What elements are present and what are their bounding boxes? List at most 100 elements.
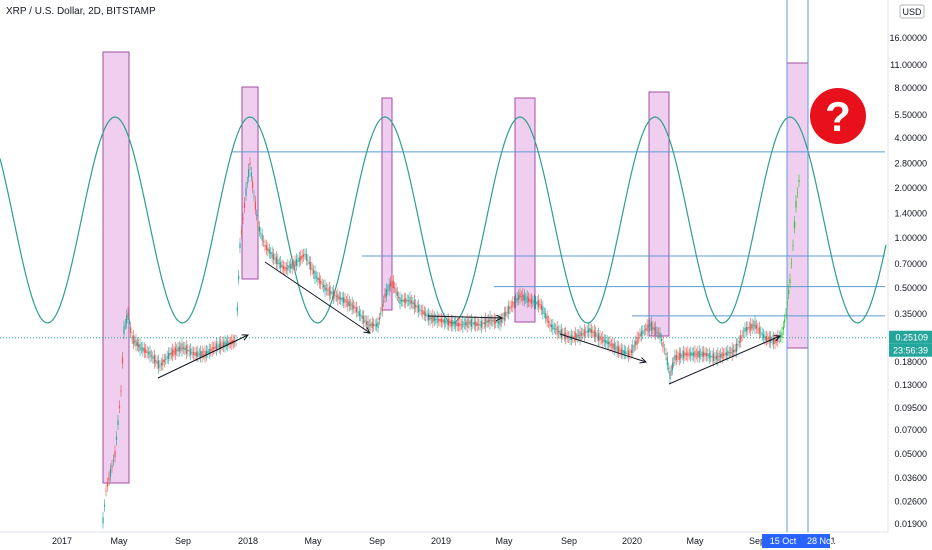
candle-body — [294, 260, 296, 267]
candle-body — [792, 245, 794, 247]
crosshair-date-badge-2 — [804, 534, 830, 548]
y-tick-label: 0.09500 — [894, 403, 927, 413]
candle-body — [509, 306, 511, 309]
candle-body — [187, 349, 189, 352]
candle-body — [254, 201, 256, 210]
candle-body — [400, 299, 403, 302]
candle-body — [512, 301, 514, 308]
candle-body — [527, 297, 530, 302]
candle-body — [347, 298, 349, 307]
candle-body — [610, 344, 613, 346]
candle-body — [108, 477, 110, 481]
candle-body — [692, 352, 695, 357]
candle-body — [447, 318, 450, 326]
candle-body — [173, 351, 175, 353]
candle-body — [420, 310, 423, 312]
candle-body — [140, 347, 143, 349]
candle-body — [650, 322, 653, 331]
candle-body — [111, 465, 113, 468]
current-price-badge — [889, 330, 932, 344]
candle-body — [761, 333, 763, 336]
candle-body — [112, 459, 115, 461]
trend-arrow — [264, 261, 370, 333]
candle-body — [260, 232, 262, 234]
candle-body — [750, 323, 752, 331]
candle-body — [673, 362, 675, 363]
question-badge — [810, 88, 866, 144]
candle-body — [741, 335, 743, 337]
candle-body — [704, 352, 706, 356]
candle-body — [322, 285, 325, 288]
candle-body — [185, 345, 187, 354]
candle-body — [455, 321, 457, 327]
candle-body — [271, 252, 273, 259]
trend-arrow — [559, 333, 646, 362]
candle-body — [312, 270, 315, 274]
currency-badge — [899, 4, 925, 19]
candle-body — [166, 356, 168, 359]
candle-body — [162, 359, 164, 366]
candle-body — [595, 332, 597, 338]
candle-body — [324, 284, 326, 292]
candle-body — [392, 280, 394, 289]
candle-body — [532, 301, 534, 303]
candle-body — [510, 305, 513, 307]
candle-body — [463, 323, 465, 325]
candle-body — [677, 356, 679, 358]
candle-body — [487, 319, 490, 323]
candle-body — [281, 264, 283, 268]
candle-body — [130, 327, 132, 333]
candle-body — [755, 325, 758, 329]
candle-body — [457, 322, 460, 327]
candle-body — [256, 214, 258, 216]
x-tick-label: 2018 — [238, 536, 258, 546]
candle-body — [533, 299, 535, 305]
x-tick-label: 2020 — [622, 536, 642, 546]
candle-body — [417, 304, 420, 313]
candle-body — [155, 360, 157, 362]
candle-body — [288, 266, 290, 268]
candle-body — [579, 331, 581, 340]
y-tick-label: 0.07000 — [894, 425, 927, 435]
candle-body — [786, 302, 788, 304]
candle-body — [215, 343, 218, 351]
candle-body — [394, 287, 396, 289]
candle-body — [580, 333, 583, 336]
candle-body — [307, 259, 309, 261]
candle-body — [714, 357, 716, 359]
candle-body — [398, 297, 400, 298]
candle-body — [505, 312, 507, 317]
candle-body — [252, 181, 254, 189]
cycle-zone — [241, 86, 259, 280]
candle-body — [163, 359, 165, 363]
candle-body — [542, 306, 544, 314]
candle-body — [188, 350, 190, 352]
candle-body — [620, 348, 623, 354]
candle-body — [668, 367, 670, 369]
candle-body — [239, 243, 241, 249]
candle-body — [405, 298, 407, 304]
candle-body — [207, 351, 209, 354]
candle-body — [443, 318, 445, 324]
crosshair-date-label: 15 Oct — [770, 536, 797, 546]
candle-body — [725, 352, 728, 356]
candle-body — [412, 302, 414, 304]
candle-body — [473, 321, 475, 326]
candle-body — [225, 342, 227, 345]
candle-body — [678, 352, 680, 361]
y-tick-label: 0.01900 — [894, 519, 927, 529]
y-tick-label: 8.00000 — [894, 83, 927, 93]
candle-body — [390, 281, 392, 287]
candle-body — [240, 230, 243, 234]
candle-body — [257, 221, 259, 229]
candle-body — [263, 241, 265, 242]
candle-body — [626, 353, 628, 354]
candle-body — [645, 328, 647, 330]
candle-body — [331, 292, 333, 295]
candle-body — [360, 314, 362, 317]
candle-body — [622, 349, 624, 354]
candle-body — [788, 290, 790, 295]
candle-body — [560, 329, 563, 338]
candle-body — [635, 341, 637, 346]
